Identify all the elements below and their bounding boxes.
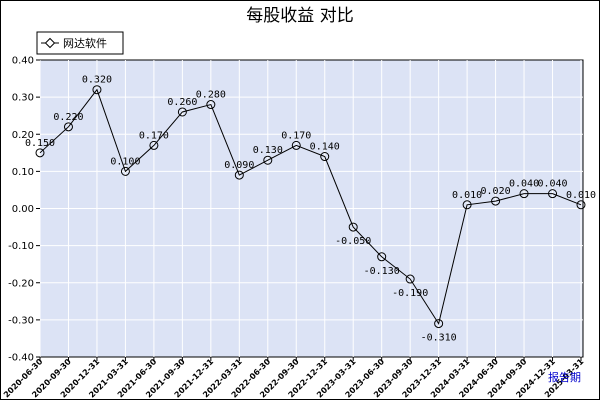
data-label: -0.050 — [335, 236, 371, 247]
data-point[interactable] — [120, 166, 130, 176]
data-label: 0.010 — [452, 190, 482, 201]
data-point[interactable] — [348, 222, 358, 232]
data-point[interactable] — [377, 252, 387, 262]
y-tick-label: -0.20 — [8, 278, 34, 289]
data-point[interactable] — [405, 274, 415, 284]
grid-lines — [39, 60, 583, 357]
data-label: 0.170 — [139, 130, 169, 141]
data-label: 0.260 — [167, 97, 197, 108]
data-point[interactable] — [35, 148, 45, 158]
data-point[interactable] — [462, 200, 472, 210]
data-label: 0.130 — [253, 145, 283, 156]
data-point[interactable] — [234, 170, 244, 180]
data-label: -0.310 — [421, 333, 457, 344]
y-tick-label: -0.30 — [8, 315, 34, 326]
data-label: 0.170 — [281, 130, 311, 141]
data-point[interactable] — [491, 196, 501, 206]
data-point[interactable] — [519, 189, 529, 199]
data-label: 0.150 — [25, 138, 55, 149]
data-label: 0.090 — [224, 160, 254, 171]
data-label: 0.100 — [110, 156, 140, 167]
data-point[interactable] — [63, 122, 73, 132]
data-label: 0.280 — [196, 90, 226, 101]
x-axis-corner-label: 报告期 — [548, 370, 581, 384]
data-point[interactable] — [434, 319, 444, 329]
legend-box — [36, 31, 124, 55]
y-tick-label: 0.10 — [12, 167, 34, 178]
data-label: 0.040 — [537, 179, 567, 190]
y-tick-label: 0.30 — [12, 93, 34, 104]
y-tick-label: 0.20 — [12, 130, 34, 141]
data-label: 0.320 — [82, 75, 112, 86]
data-label: -0.190 — [392, 288, 428, 299]
data-point[interactable] — [206, 100, 216, 110]
legend[interactable]: 网达软件 — [36, 31, 124, 55]
y-tick-label: 0.00 — [12, 204, 34, 215]
y-tick-label: 0.40 — [12, 56, 34, 67]
series-line — [39, 88, 582, 325]
data-point[interactable] — [177, 107, 187, 117]
y-axis-ticks: 0.40 0.30 0.20 0.10 0.00 -0.10 -0.20 -0.30 -0.40 — [8, 56, 40, 364]
data-point[interactable] — [576, 200, 586, 210]
data-point[interactable] — [263, 155, 273, 165]
data-label: -0.130 — [364, 266, 400, 277]
y-tick-label: -0.40 — [8, 353, 34, 364]
x-axis-ticks: 2020-06-302020-09-302020-12-312021-03-31… — [2, 357, 586, 400]
chart-title: 每股收益 对比 — [246, 6, 353, 26]
data-point[interactable] — [291, 140, 301, 150]
data-point[interactable] — [320, 152, 330, 162]
data-label: 0.040 — [509, 179, 539, 190]
data-label: 0.020 — [481, 186, 511, 197]
legend-diamond-icon — [44, 37, 56, 49]
data-point[interactable] — [92, 85, 102, 95]
data-label: 0.140 — [310, 142, 340, 153]
y-tick-label: -0.10 — [8, 241, 34, 252]
data-point[interactable] — [149, 140, 159, 150]
data-label: 0.220 — [53, 112, 83, 123]
legend-label: 网达软件 — [63, 36, 107, 50]
data-point[interactable] — [548, 189, 558, 199]
data-label: 0.010 — [566, 190, 596, 201]
